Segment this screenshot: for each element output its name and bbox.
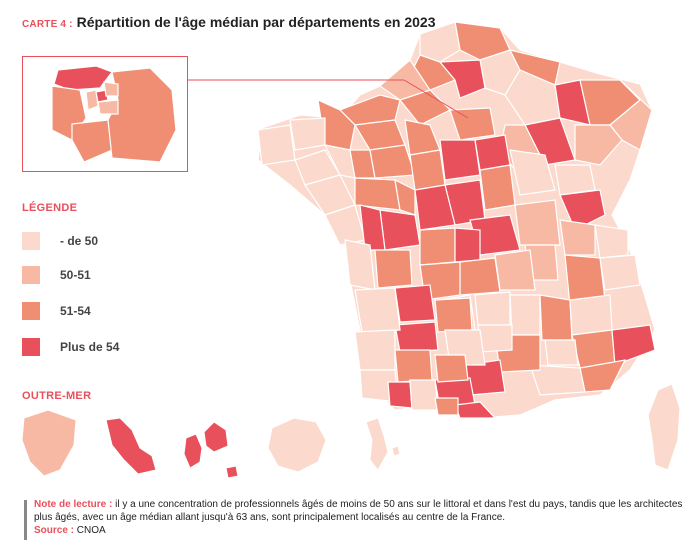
- dept-gers: [394, 349, 433, 383]
- dept-vaucluse: [544, 339, 579, 366]
- corsica: [647, 383, 681, 471]
- legend-label: - de 50: [60, 234, 99, 248]
- dept-cotes-armor: [289, 117, 326, 151]
- dept-pas-de-calais: [419, 21, 461, 63]
- dept-vienne: [379, 209, 421, 251]
- overseas-heading: OUTRE-MER: [22, 390, 92, 402]
- dept-alpes-maritimes: [611, 324, 656, 366]
- dept-haute-savoie: [594, 224, 629, 259]
- inset-val-doise: [53, 65, 113, 91]
- guadeloupe-islet: [225, 465, 239, 479]
- overseas-territories: [21, 409, 401, 479]
- legend-label: 51-54: [60, 304, 91, 318]
- legend-item-51-54: 51-54: [22, 302, 91, 320]
- dept-saone-et-loire: [514, 199, 561, 246]
- ile-de-france-inset-frame: [22, 56, 188, 172]
- legend-label: Plus de 54: [60, 340, 120, 354]
- dept-loire: [494, 249, 536, 291]
- dept-bouches-du-rhone: [529, 364, 586, 396]
- dept-seine-maritime: [379, 59, 431, 101]
- legend-item-under-50: - de 50: [22, 232, 98, 250]
- dept-yonne: [474, 134, 511, 171]
- dept-charente-maritime: [344, 239, 376, 291]
- dept-paris-region: [449, 107, 496, 141]
- guyane: [21, 409, 77, 477]
- inset-seine-saint-denis: [103, 81, 119, 97]
- dept-savoie: [599, 254, 641, 291]
- note-label: Note de lecture :: [34, 499, 113, 510]
- legend-swatch: [22, 232, 40, 250]
- source-text: CNOA: [76, 525, 106, 536]
- mayotte: [365, 417, 389, 471]
- legend-swatch: [22, 338, 40, 356]
- reading-note: Note de lecture : il y a une concentrati…: [24, 498, 684, 537]
- dept-hautes-alpes: [569, 294, 613, 336]
- guadeloupe-west: [183, 433, 203, 469]
- dept-ardeche: [509, 294, 541, 336]
- note-text: il y a une concentration de professionne…: [34, 499, 683, 523]
- map-title-text: Répartition de l'âge médian par départem…: [76, 14, 436, 30]
- dept-haute-vienne: [419, 227, 456, 266]
- inset-essonne: [71, 119, 113, 163]
- dept-oise: [438, 59, 486, 99]
- legend-swatch: [22, 266, 40, 284]
- legend-swatch: [22, 302, 40, 320]
- ile-de-france-inset: [51, 65, 177, 163]
- dept-haute-saone: [554, 164, 596, 196]
- source-label: Source :: [34, 525, 75, 536]
- dept-charente: [374, 249, 413, 289]
- metropolitan-france: [257, 21, 681, 471]
- dept-haute-garonne: [409, 379, 439, 411]
- legend-item-50-51: 50-51: [22, 266, 91, 284]
- dept-lot: [434, 297, 473, 333]
- inset-hauts-de-seine: [85, 89, 99, 111]
- inset-val-de-marne: [97, 99, 119, 115]
- dept-vosges: [574, 124, 623, 166]
- dept-gironde: [354, 287, 401, 333]
- la-reunion: [267, 417, 327, 473]
- legend-label: 50-51: [60, 268, 91, 282]
- dept-ariege: [434, 397, 459, 416]
- dept-finistere: [257, 124, 296, 166]
- guadeloupe-east: [203, 421, 229, 453]
- dept-doubs: [559, 189, 606, 231]
- dept-ain: [559, 219, 596, 256]
- dept-dordogne: [394, 284, 436, 323]
- mayotte-islet: [391, 445, 401, 457]
- legend-heading: LÉGENDE: [22, 202, 78, 214]
- dept-nievre: [479, 164, 516, 211]
- dept-haute-loire: [474, 291, 511, 326]
- dept-lot-et-garonne: [394, 321, 439, 353]
- dept-drome: [539, 294, 573, 341]
- dept-alpes-hte-provence: [571, 329, 616, 369]
- inset-connector-line-diagonal: [403, 79, 469, 119]
- dept-landes: [354, 329, 396, 371]
- martinique: [105, 417, 157, 475]
- dept-loiret: [439, 139, 481, 181]
- dept-indre: [414, 184, 456, 231]
- map-title: CARTE 4 : Répartition de l'âge médian pa…: [22, 14, 435, 30]
- note-bar: [24, 500, 27, 540]
- dept-puy-de-dome: [459, 257, 501, 296]
- dept-tarn: [434, 354, 469, 383]
- map-number-tag: CARTE 4 :: [22, 19, 73, 30]
- dept-loir-et-cher: [409, 149, 446, 191]
- legend-item-over-54: Plus de 54: [22, 338, 119, 356]
- dept-creuse: [454, 227, 481, 263]
- dept-hautes-pyrenees: [387, 381, 413, 409]
- dept-cote-dor: [509, 149, 556, 196]
